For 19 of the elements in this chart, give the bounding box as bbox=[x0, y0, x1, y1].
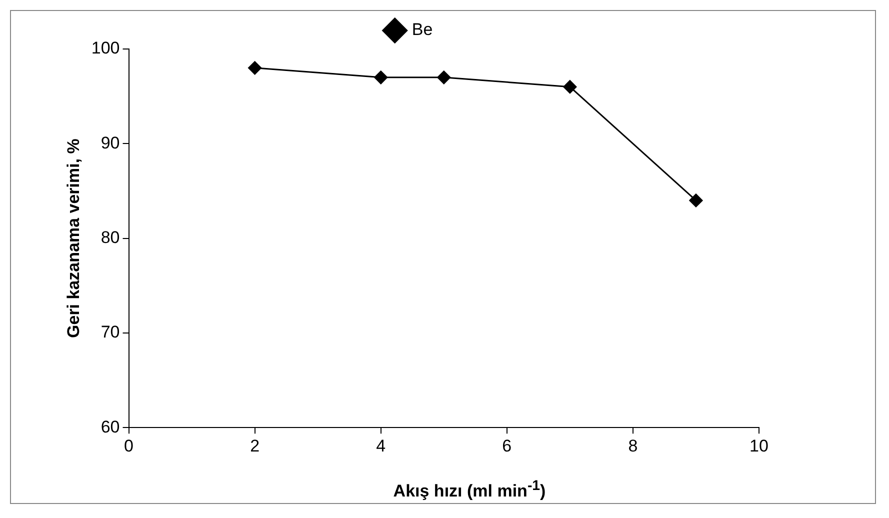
point bbox=[689, 194, 703, 208]
y-tick-label: 80 bbox=[100, 228, 120, 247]
x-tick-label: 4 bbox=[376, 436, 386, 456]
x-axis-title: Akış hızı (ml min$^{-1}$) bbox=[392, 478, 547, 502]
y-tick-label: 100 bbox=[91, 38, 120, 58]
x-tick-label: 6 bbox=[502, 436, 512, 456]
y-tick-label: 60 bbox=[100, 417, 120, 436]
y-tick-label: 70 bbox=[100, 322, 120, 342]
y-tick-label: 90 bbox=[100, 133, 120, 152]
x-tick-label: 0 bbox=[124, 436, 134, 456]
point bbox=[374, 70, 388, 84]
x-tick-label: 2 bbox=[250, 436, 260, 456]
y-axis-title: Geri kazanama verimi, % bbox=[64, 138, 83, 338]
point bbox=[248, 61, 262, 75]
x-tick-label: 8 bbox=[628, 436, 638, 456]
point bbox=[437, 70, 451, 84]
point bbox=[563, 80, 577, 94]
legend-label: Be bbox=[412, 20, 433, 40]
x-tick-label: 10 bbox=[750, 436, 768, 456]
